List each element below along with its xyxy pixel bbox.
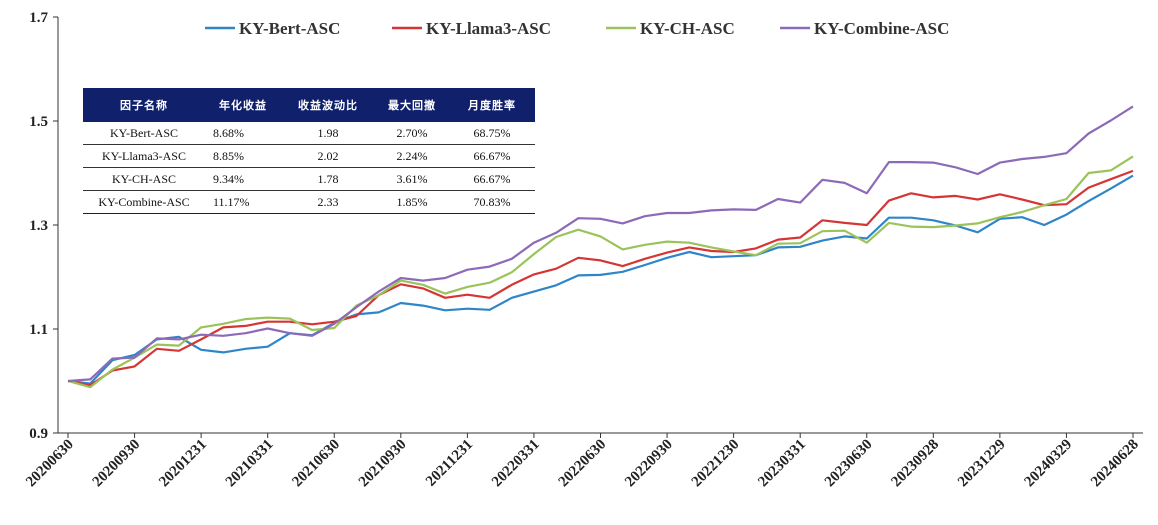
table-cell: 3.61% — [375, 167, 449, 191]
x-tick-label: 20200930 — [90, 437, 144, 491]
table-row: KY-Combine-ASC 11.17% 2.33 1.85% 70.83% — [83, 190, 535, 214]
table-row: KY-CH-ASC 9.34% 1.78 3.61% 66.67% — [83, 167, 535, 191]
table-cell: KY-Llama3-ASC — [83, 144, 205, 168]
table-cell: 68.75% — [449, 122, 535, 145]
table-cell: 8.85% — [205, 144, 281, 168]
x-tick-label: 20210630 — [289, 437, 343, 491]
x-tick-label: 20220930 — [622, 437, 676, 491]
legend-label: KY-Llama3-ASC — [426, 19, 551, 38]
y-tick-label: 1.7 — [29, 10, 48, 26]
x-tick-label: 20200630 — [23, 437, 77, 491]
x-tick-label: 20230928 — [888, 437, 942, 491]
table-cell: KY-Bert-ASC — [83, 122, 205, 145]
legend-label: KY-CH-ASC — [640, 19, 735, 38]
table-cell: 9.34% — [205, 167, 281, 191]
x-tick-label: 20210331 — [223, 437, 277, 491]
table-header-cell: 因子名称 — [83, 88, 205, 122]
table-cell: 2.70% — [375, 122, 449, 145]
table-cell: 1.85% — [375, 190, 449, 214]
x-tick-label: 20240628 — [1088, 437, 1142, 491]
table-cell: 66.67% — [449, 167, 535, 191]
series-line — [67, 169, 1134, 387]
table-cell: 2.33 — [281, 190, 375, 214]
table-cell: 2.24% — [375, 144, 449, 168]
table-header-cell: 最大回撤 — [375, 88, 449, 122]
series-line — [67, 155, 1134, 389]
table-cell: 11.17% — [205, 190, 281, 214]
table-cell: 8.68% — [205, 122, 281, 145]
y-tick-label: 1.3 — [29, 218, 48, 234]
table-row: KY-Bert-ASC 8.68% 1.98 2.70% 68.75% — [83, 122, 535, 145]
table-cell: 1.98 — [281, 122, 375, 145]
table-header-cell: 年化收益 — [205, 88, 281, 122]
y-tick-label: 1.1 — [29, 322, 48, 338]
x-tick-label: 20201231 — [156, 437, 210, 491]
x-tick-label: 20221230 — [689, 437, 743, 491]
y-tick-label: 0.9 — [29, 426, 48, 442]
x-tick-label: 20210930 — [356, 437, 410, 491]
x-tick-label: 20240329 — [1022, 437, 1076, 491]
table-cell: 70.83% — [449, 190, 535, 214]
legend-label: KY-Combine-ASC — [814, 19, 949, 38]
x-tick-label: 20231229 — [955, 437, 1009, 491]
table-header-cell: 收益波动比 — [281, 88, 375, 122]
stats-table: 因子名称 年化收益 收益波动比 最大回撤 月度胜率 KY-Bert-ASC 8.… — [83, 88, 535, 214]
table-cell: 66.67% — [449, 144, 535, 168]
x-tick-label: 20220331 — [489, 437, 543, 491]
series-line — [67, 105, 1134, 383]
table-cell: 1.78 — [281, 167, 375, 191]
legend-label: KY-Bert-ASC — [239, 19, 340, 38]
table-header-row: 因子名称 年化收益 收益波动比 最大回撤 月度胜率 — [83, 88, 535, 122]
x-tick-label: 20230630 — [822, 437, 876, 491]
x-tick-label: 20230331 — [755, 437, 809, 491]
x-tick-label: 20220630 — [556, 437, 610, 491]
table-cell: 2.02 — [281, 144, 375, 168]
table-header-cell: 月度胜率 — [449, 88, 535, 122]
table-cell: KY-Combine-ASC — [83, 190, 205, 214]
y-tick-label: 1.5 — [29, 114, 48, 130]
table-row: KY-Llama3-ASC 8.85% 2.02 2.24% 66.67% — [83, 144, 535, 168]
x-tick-label: 20211231 — [423, 437, 476, 490]
table-cell: KY-CH-ASC — [83, 167, 205, 191]
